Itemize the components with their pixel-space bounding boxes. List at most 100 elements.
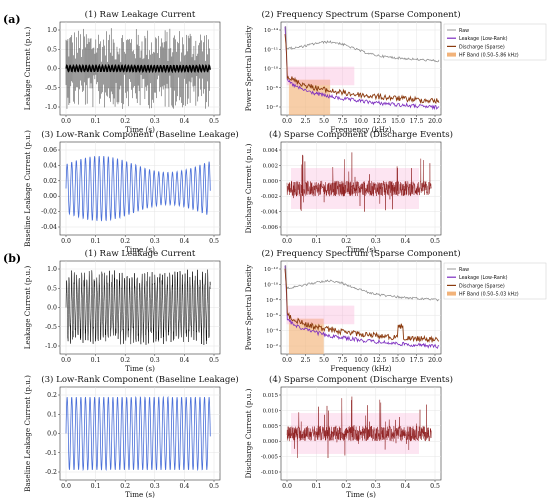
s1-p2-xtick-label: 0.5 [209,483,219,490]
s1-p2-xtick-label: 0.3 [150,483,160,490]
s1-p0-xtick-label: 0.3 [150,357,160,364]
s0-p3-title: (4) Sparse Component (Discharge Events) [269,129,453,140]
s1-p0-xtick-label: 0.0 [61,357,71,364]
s1-p1-xtick-label: 10.0 [354,357,368,364]
s1-p1-xtick-label: 0.0 [282,357,292,364]
s0-p2-series-line [65,155,211,222]
s0-p1-ylabel: Power Spectral Density [244,25,253,112]
s0-p2-xtick-label: 0.5 [209,238,219,245]
s0-p0-series-group [65,28,211,109]
s0-p2-xtick-label: 0.1 [91,238,101,245]
s1-p1-legend-label: Leakage (Low-Rank) [459,275,508,281]
s0-p1-ytick-label: 10⁻¹⁰ [264,66,279,73]
s1-p3-ytick-label: 0.010 [263,408,279,414]
s0-p1-xtick-label: 10.0 [354,118,368,125]
s0-p2-xtick-label: 0.3 [150,238,160,245]
s1-p0-ytick-label: 0.5 [47,285,57,292]
section-label-a: (a) [3,13,21,26]
s0-p0-title: (1) Raw Leakage Current [85,9,196,20]
s0-p1-ytick-label: 10⁻⁶ [266,85,278,92]
s0-p0-xlabel: Time (s) [125,125,155,134]
s0-p1-legend-label: Raw [459,28,469,34]
s1-p1-ytick-label: 10⁻² [266,343,278,350]
s1-p1-legend-label: Raw [459,267,469,273]
s1-p2-xlabel: Time (s) [125,490,155,498]
s0-p0-ytick-label: -0.5 [45,85,57,92]
s0-p1-series-sparse [284,34,440,104]
s0-p1-xtick-label: 15.0 [391,118,405,125]
s1-p3-series-line [286,396,432,459]
s1-p3-xtick-label: 0.5 [430,483,440,490]
s1-p3-panel: 0.0 0.1 0.2 0.3 0.4 0.5 -0.010 -0.005 0.000 0.005… [244,374,453,498]
s0-p0-xtick-label: 0.2 [120,118,130,125]
s0-p0-xtick-label: 0.1 [91,118,101,125]
s0-p0-xtick-label: 0.5 [209,118,219,125]
s0-p3-xlabel: Time (s) [346,245,376,254]
s0-p0-series-line [65,63,211,74]
s1-p1-legend-label: HF Band (0.50–5.03 kHz) [459,292,519,298]
s1-p1-xtick-label: 17.5 [410,357,424,364]
s0-p2-ylabel: Baseline Leakage Current (p.u.) [23,130,32,247]
s0-p3-ytick-label: -0.002 [261,194,278,200]
s1-p3-title: (4) Sparse Component (Discharge Events) [269,374,453,385]
s0-p1-legend-label: Discharge (Sparse) [459,44,505,50]
s1-p0-ytick-label: 1.0 [47,266,57,273]
s1-p1-legend-label: Discharge (Sparse) [459,283,505,289]
s0-p3-xtick-label: 0.5 [430,238,440,245]
s1-p2-title: (3) Low-Rank Component (Baseline Leakage… [41,374,239,385]
s0-p1-series-raw [285,26,440,63]
s1-p1-series-group [284,265,440,354]
s0-p3-xtick-label: 0.1 [312,238,322,245]
s0-p3-xtick-label: 0.2 [341,238,351,245]
s0-p0-xtick-label: 0.3 [150,118,160,125]
s1-p3-ytick-label: -0.010 [261,470,279,476]
s1-p2-ylabel: Baseline Leakage Current (p.u.) [23,375,32,492]
s0-p1-legend-swatch [447,52,456,57]
s1-p1-xlabel: Frequency (kHz) [330,364,391,373]
s0-p1-xtick-label: 5.0 [319,118,329,125]
s1-p0-ytick-label: 0.0 [47,305,57,312]
s1-p2-ytick-label: -0.2 [45,469,57,476]
s0-p1-xtick-label: 20.0 [428,118,442,125]
s0-p2-ytick-label: 0.06 [43,147,57,154]
s1-p1-title: (2) Frequency Spectrum (Sparse Component… [261,248,460,259]
s0-p0-ylabel: Leakage Current (p.u.) [23,27,32,111]
s0-p2-ytick-label: 0.04 [43,162,57,169]
s1-p0-panel: 0.0 0.1 0.2 0.3 0.4 0.5 -1.0 -0.5 0.0 0.5 1.0 (1) R… [23,248,221,373]
s0-p1-title: (2) Frequency Spectrum (Sparse Component… [261,9,460,20]
s0-p0-ytick-label: 0.0 [47,66,57,73]
s0-p2-ytick-label: 0.00 [43,193,57,200]
s0-p3-xtick-label: 0.4 [400,238,410,245]
s1-p3-ytick-label: 0.005 [263,424,279,430]
s1-p1-ytick-label: 10⁻¹⁰ [264,281,279,288]
s1-p0-ytick-label: -1.0 [45,343,57,350]
s0-p3-ylabel: Discharge Current (p.u.) [244,143,253,233]
s1-p1-ytick-label: 10⁻⁸ [266,297,279,304]
s1-p3-xtick-label: 0.4 [400,483,410,490]
s0-p3-ytick-label: -0.006 [261,225,279,231]
s1-p1-xtick-label: 2.5 [301,357,311,364]
s1-p1-xtick-label: 12.5 [373,357,387,364]
s0-p3-panel: 0.0 0.1 0.2 0.3 0.4 0.5 -0.006 -0.004 -0.002 0.00… [244,129,453,254]
s1-p3-ytick-label: 0.015 [263,393,279,399]
s0-p1-series-lowrank [284,26,440,111]
s0-p1-xtick-label: 0.0 [282,118,292,125]
s1-p1-legend-swatch [447,291,456,296]
s1-p2-ytick-label: 0.0 [47,431,57,438]
s0-p0-ytick-label: 1.0 [47,27,57,34]
s0-p2-ytick-label: 0.02 [43,178,57,185]
s0-p2-title: (3) Low-Rank Component (Baseline Leakage… [41,129,239,140]
s0-p0-xtick-label: 0.4 [179,118,189,125]
s1-p2-series-line [65,395,211,472]
s1-p1-series-lowrank [284,265,440,349]
s0-p3-ytick-label: 0.000 [263,179,279,185]
s0-p2-xtick-label: 0.0 [61,238,71,245]
s1-p1-legend [443,262,547,300]
s1-p0-xtick-label: 0.2 [120,357,130,364]
s1-p0-ytick-label: -0.5 [45,324,57,331]
s0-p3-series-line [286,152,432,212]
s1-p2-xtick-label: 0.0 [61,483,71,490]
s1-p0-series-group [65,269,211,345]
s0-p1-xlabel: Frequency (kHz) [330,125,391,134]
